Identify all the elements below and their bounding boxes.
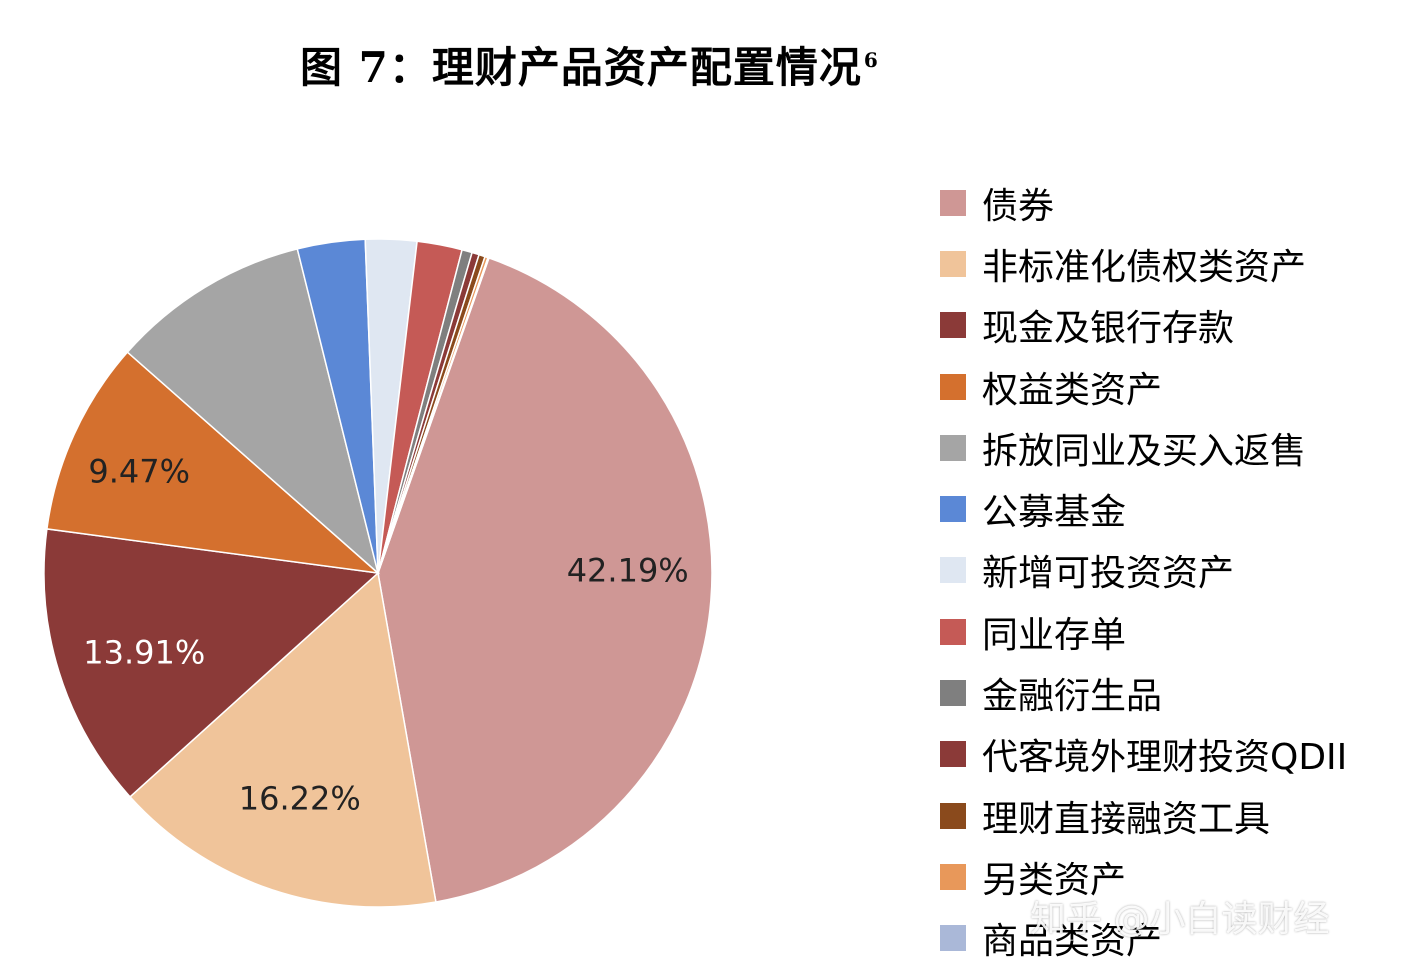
legend-item: 现金及银行存款 [940, 295, 1347, 356]
legend-item: 代客境外理财投资QDII [940, 724, 1347, 785]
legend-swatch [940, 312, 966, 339]
pie-slice-1 [129, 571, 437, 908]
watermark: 知乎 @小白读财经 [1030, 899, 1330, 940]
chart-title-text: 图 7：理财产品资产配置情况 [300, 43, 862, 92]
legend-swatch [940, 496, 966, 523]
legend-item: 公募基金 [940, 478, 1347, 539]
legend-label: 理财直接融资工具 [982, 798, 1271, 840]
slice-label-2: 13.91% [83, 633, 205, 671]
legend-swatch [940, 434, 966, 461]
legend-item: 理财直接融资工具 [940, 785, 1347, 846]
legend-swatch [940, 250, 966, 277]
legend-swatch [940, 863, 966, 890]
legend-label: 商品类资产 [982, 921, 1163, 963]
legend-label: 权益类资产 [982, 369, 1163, 411]
legend-item: 非标准化债权类资产 [940, 233, 1347, 294]
legend-swatch [940, 741, 966, 768]
legend-label: 同业存单 [982, 614, 1127, 656]
pie-slice-3 [46, 351, 381, 575]
legend-item: 另类资产 [940, 846, 1347, 907]
legend-swatch [940, 680, 966, 707]
legend-label: 公募基金 [982, 492, 1127, 534]
slice-label-1: 16.22% [239, 779, 361, 817]
slice-label-3: 9.47% [88, 452, 190, 490]
legend-swatch [940, 925, 966, 952]
pie-slice-4 [126, 247, 380, 576]
legend-swatch [940, 373, 966, 400]
pie-slice-12 [377, 256, 490, 574]
legend-swatch [940, 802, 966, 829]
legend-label: 非标准化债权类资产 [982, 246, 1307, 288]
legend-item: 权益类资产 [940, 356, 1347, 417]
slice-label-0: 42.19% [567, 552, 689, 590]
legend-label: 金融衍生品 [982, 676, 1163, 718]
legend-item: 新增可投资资产 [940, 540, 1347, 601]
pie-slice-2 [43, 528, 380, 798]
legend-swatch [940, 189, 966, 216]
legend-item: 拆放同业及买入返售 [940, 417, 1347, 478]
legend-item: 同业存单 [940, 601, 1347, 662]
legend-swatch [940, 618, 966, 645]
legend-label: 代客境外理财投资QDII [982, 737, 1348, 779]
legend-item: 商品类资产 [940, 908, 1347, 969]
legend: 债券非标准化债权类资产 现金及银行存款 权益类资产拆放同业及买入返售 公募基金新增可投… [940, 172, 1347, 969]
chart-title: 图 7：理财产品资产配置情况 6 [300, 34, 879, 95]
legend-swatch [940, 557, 966, 584]
pie-slice-0 [377, 257, 713, 903]
legend-item: 债券 [940, 172, 1347, 233]
legend-label: 新增可投资资产 [982, 553, 1235, 595]
legend-label: 拆放同业及买入返售 [982, 430, 1307, 472]
title-footnote: 6 [863, 48, 879, 72]
legend-item: 金融衍生品 [940, 662, 1347, 723]
legend-label: 现金及银行存款 [982, 308, 1235, 350]
legend-label: 另类资产 [982, 859, 1127, 901]
legend-label: 债券 [982, 185, 1055, 227]
